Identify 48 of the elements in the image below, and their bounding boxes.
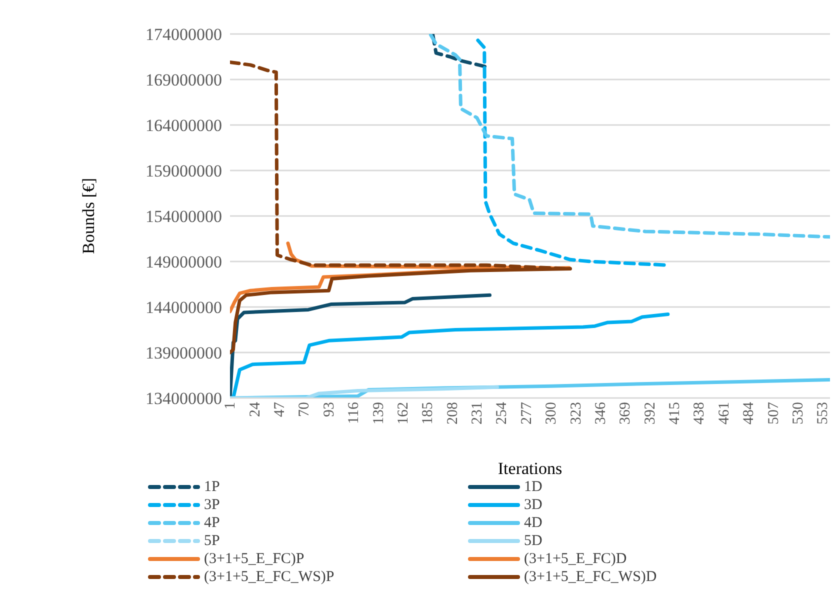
x-tick-label: 277	[518, 402, 535, 424]
x-tick-label: 254	[494, 402, 510, 424]
x-tick-label: 47	[272, 402, 288, 417]
legend-label: 4D	[524, 514, 542, 532]
x-tick-label: 231	[470, 402, 486, 424]
x-tick-label: 24	[247, 402, 264, 417]
legend-label: (3+1+5_E_FC_WS)D	[524, 568, 657, 586]
x-tick-label: 346	[592, 402, 609, 424]
x-tick-label: 1	[222, 402, 239, 410]
legend-label: (3+1+5_E_FC)P	[204, 550, 304, 568]
legend-label: (3+1+5_E_FC)D	[524, 550, 627, 568]
x-tick-label: 185	[420, 402, 436, 424]
legend-label: (3+1+5_E_FC_WS)P	[204, 568, 334, 586]
y-tick-label: 154000000	[146, 207, 222, 226]
x-tick-label: 392	[642, 402, 658, 424]
y-tick-label: 174000000	[146, 25, 222, 44]
y-tick-label: 139000000	[146, 344, 222, 363]
y-axis-title: Bounds [€]	[79, 178, 98, 254]
legend-label: 3P	[204, 496, 220, 514]
legend-label: 1D	[524, 478, 542, 496]
legend-label: 5D	[524, 532, 542, 550]
y-tick-label: 164000000	[146, 116, 222, 136]
x-tick-label: 162	[395, 402, 412, 424]
x-tick-label: 461	[716, 402, 732, 424]
x-tick-label: 208	[444, 402, 461, 424]
legend-label: 3D	[524, 496, 542, 514]
x-tick-label: 139	[370, 402, 387, 424]
x-tick-label: 553	[815, 402, 832, 424]
x-tick-label: 415	[667, 402, 684, 424]
x-tick-label: 300	[544, 402, 560, 424]
x-tick-label: 323	[568, 402, 584, 424]
x-tick-label: 93	[321, 402, 338, 417]
legend-label: 5P	[204, 532, 220, 550]
x-tick-label: 70	[296, 402, 313, 417]
y-tick-label: 134000000	[146, 389, 222, 408]
x-tick-label: 438	[692, 402, 708, 424]
legend-label: 4P	[204, 514, 220, 532]
x-tick-label: 484	[741, 402, 758, 424]
x-tick-label: 530	[790, 402, 806, 424]
legend-label: 1P	[204, 478, 220, 496]
x-axis-title: Iterations	[498, 459, 562, 478]
x-tick-label: 507	[766, 402, 782, 424]
x-tick-label: 116	[346, 402, 362, 424]
y-tick-label: 169000000	[146, 70, 222, 90]
y-tick-label: 149000000	[146, 252, 222, 272]
y-tick-label: 159000000	[146, 162, 222, 181]
x-tick-label: 369	[618, 402, 634, 424]
y-tick-label: 144000000	[146, 298, 222, 318]
